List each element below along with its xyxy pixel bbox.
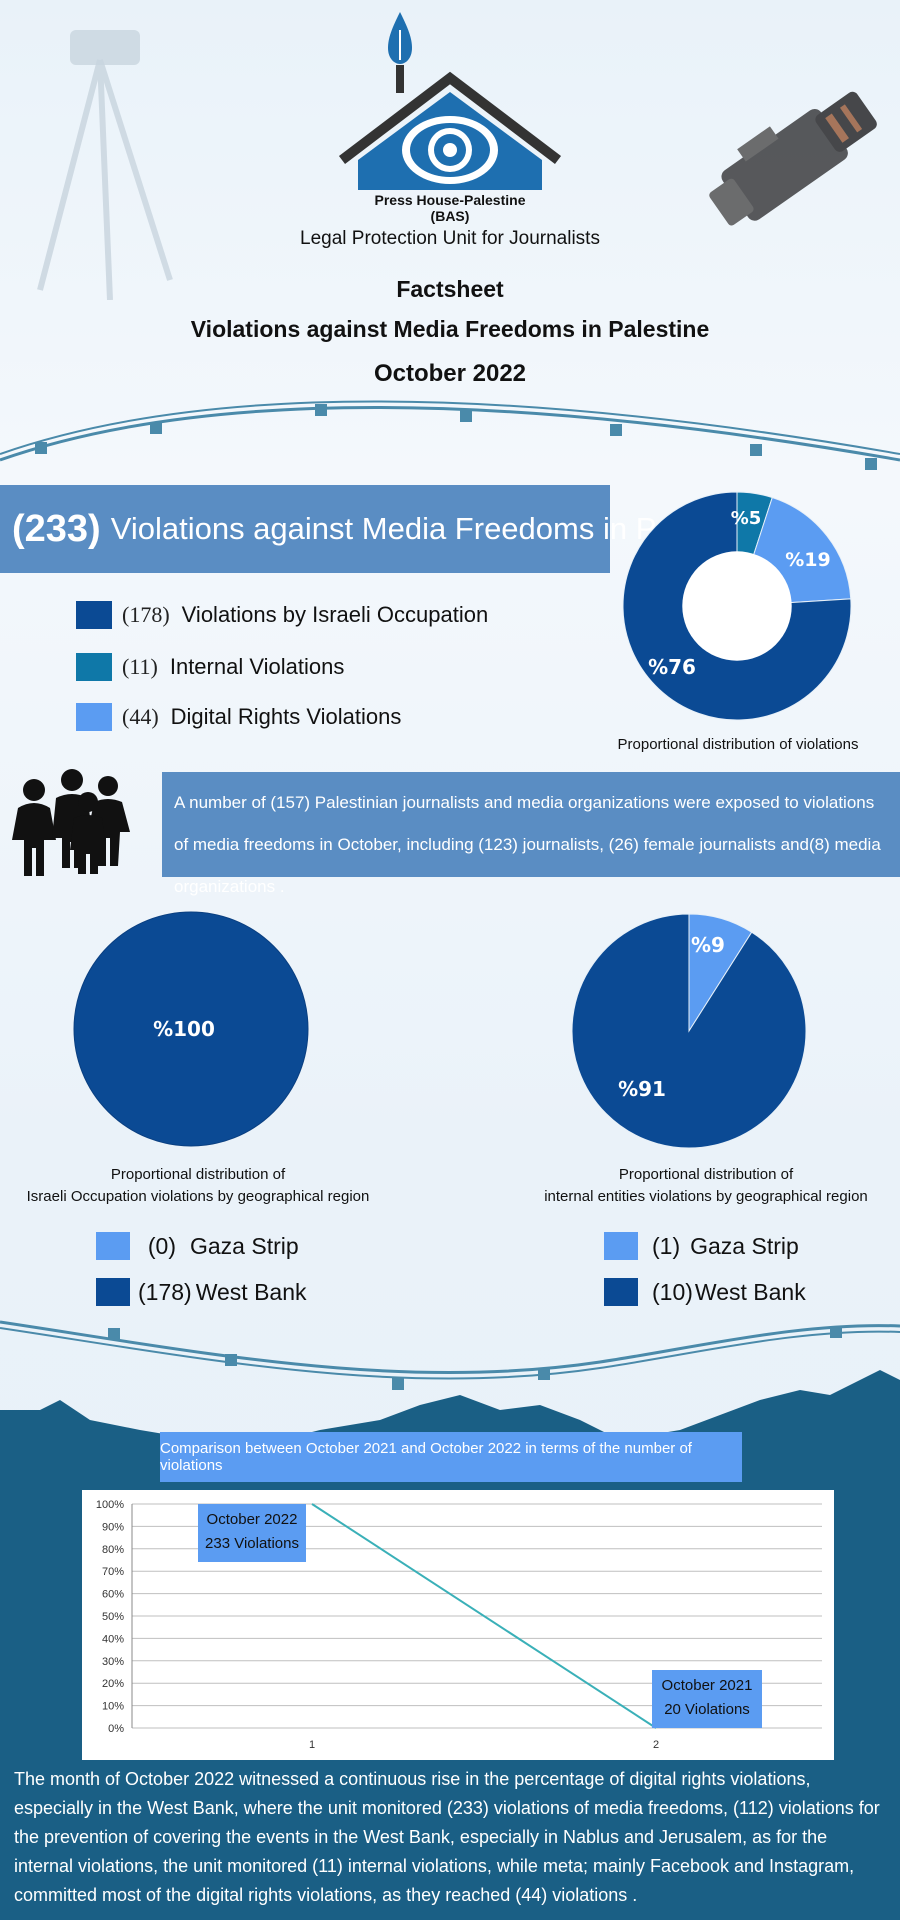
legend-label: West Bank (694, 1278, 806, 1305)
doc-type: Factsheet (396, 276, 504, 302)
legend-item-digital: (44) Digital Rights Violations (76, 698, 488, 736)
pie-slice-west-bank (73, 911, 309, 1147)
legend-swatch (96, 1278, 130, 1306)
pie-slice-violations-by-israeli-occupation (622, 491, 852, 721)
label-line: October 2022 (206, 1511, 298, 1528)
page-title: Violations against Media Freedoms in Pal… (190, 316, 710, 342)
legend-count: (178) (138, 1278, 192, 1305)
y-tick-label: 10% (102, 1701, 124, 1713)
pie-data-label: %5 (731, 508, 762, 529)
legend-count: (0) (147, 1232, 176, 1259)
y-tick-label: 40% (102, 1633, 124, 1645)
legend-count: (44) (122, 704, 159, 729)
donut-hole (682, 551, 792, 661)
y-tick-label: 90% (102, 1521, 124, 1533)
occupation-geo-legend: (0) Gaza Strip (178) West Bank (96, 1232, 307, 1306)
internal-geo-legend: (1) Gaza Strip (10) West Bank (604, 1232, 806, 1306)
legend-item-westbank: (178) West Bank (96, 1278, 307, 1306)
org-abbr: (BAS) (430, 208, 470, 224)
label-october-2021: October 2021 20 Violations (652, 1670, 762, 1728)
legend-label: Gaza Strip (190, 1232, 299, 1259)
report-date: October 2022 (373, 360, 527, 387)
occupation-geo-caption: Proportional distribution of Israeli Occ… (8, 1164, 388, 1208)
tripod-image (37, 30, 173, 300)
series-line (311, 1503, 657, 1729)
label-line: 233 Violations (205, 1535, 299, 1552)
total-violations-banner: (233) Violations against Media Freedoms … (0, 485, 763, 573)
legend-label: West Bank (195, 1278, 307, 1305)
caption-line: Israeli Occupation violations by geograp… (26, 1188, 370, 1205)
unit-name: Legal Protection Unit for Journalists (300, 228, 600, 249)
internal-geo-pie: %9 %91 (571, 913, 807, 1149)
y-tick-label: 0% (108, 1723, 124, 1735)
x-tick-label: 1 (309, 1739, 315, 1751)
internal-geo-caption: Proportional distribution of internal en… (530, 1164, 882, 1208)
comparison-chart-title: Comparison between October 2021 and Octo… (160, 1432, 742, 1482)
barbed-wire-divider (0, 1320, 900, 1390)
legend-swatch (96, 1232, 130, 1260)
y-tick-label: 100% (96, 1499, 124, 1511)
legend-swatch (76, 601, 112, 629)
legend-item-occupation: (178) Violations by Israeli Occupation (76, 596, 488, 634)
org-name-text: Press House-Palestine (374, 192, 526, 208)
label-line: October 2021 (661, 1677, 753, 1694)
legend-label: Violations by Israeli Occupation (181, 602, 489, 627)
org-name: Press House-Palestine (BAS) (300, 192, 600, 224)
pie-data-label: %76 (648, 655, 696, 679)
legend-item-gaza: (1) Gaza Strip (604, 1232, 806, 1260)
y-tick-label: 20% (102, 1678, 124, 1690)
y-tick-label: 50% (102, 1611, 124, 1623)
legend-label: Internal Violations (169, 654, 345, 679)
legend-count: (11) (122, 654, 158, 679)
legend-swatch (604, 1278, 638, 1306)
pie-data-label: %91 (618, 1077, 666, 1101)
legend-count: (10) (652, 1278, 693, 1305)
barbed-wire-divider (0, 400, 900, 470)
y-tick-label: 80% (102, 1544, 124, 1556)
x-tick-label: 2 (653, 1739, 659, 1751)
people-icon (12, 769, 130, 876)
legend-swatch (604, 1232, 638, 1260)
pie-slice-west-bank (571, 913, 807, 1149)
comparison-chart-panel: 0% 10% 20% 30% 40% 50% 60% 70% 80% 90% 100% 1 2 Octo… (82, 1490, 834, 1760)
legend-count: (178) (122, 602, 170, 627)
legend-label: Gaza Strip (690, 1232, 799, 1259)
caption-line: Proportional distribution of (618, 1166, 794, 1183)
legend-count: (1) (652, 1232, 681, 1259)
caption-line: Proportional distribution of (110, 1166, 286, 1183)
pie-data-label: %100 (153, 1017, 215, 1041)
bottom-summary-text: The month of October 2022 witnessed a co… (14, 1769, 880, 1905)
caption-line: internal entities violations by geograph… (544, 1188, 868, 1205)
legend-item-gaza: (0) Gaza Strip (96, 1232, 307, 1260)
label-october-2022: October 2022 233 Violations (198, 1504, 306, 1562)
pie-data-label: %9 (691, 933, 725, 957)
violations-donut-chart: %5 %19 %76 (622, 491, 852, 721)
pie-data-label: %19 (785, 549, 830, 571)
donut-caption: Proportional distribution of violations (617, 736, 859, 753)
legend-swatch (76, 653, 112, 681)
y-tick-label: 60% (102, 1589, 124, 1601)
violation-type-legend: (178) Violations by Israeli Occupation (… (76, 596, 488, 736)
legend-label: Digital Rights Violations (170, 704, 402, 729)
occupation-geo-pie: %100 (73, 911, 309, 1147)
legend-swatch (76, 703, 112, 731)
journalists-summary: A number of (157) Palestinian journalist… (162, 772, 900, 896)
legend-item-internal: (11) Internal Violations (76, 648, 488, 686)
camera-image (709, 91, 877, 226)
legend-item-westbank: (10) West Bank (604, 1278, 806, 1306)
total-count: (233) (12, 507, 101, 550)
y-tick-label: 70% (102, 1566, 124, 1578)
label-line: 20 Violations (664, 1701, 750, 1718)
y-tick-label: 30% (102, 1656, 124, 1668)
press-house-logo (338, 12, 562, 190)
